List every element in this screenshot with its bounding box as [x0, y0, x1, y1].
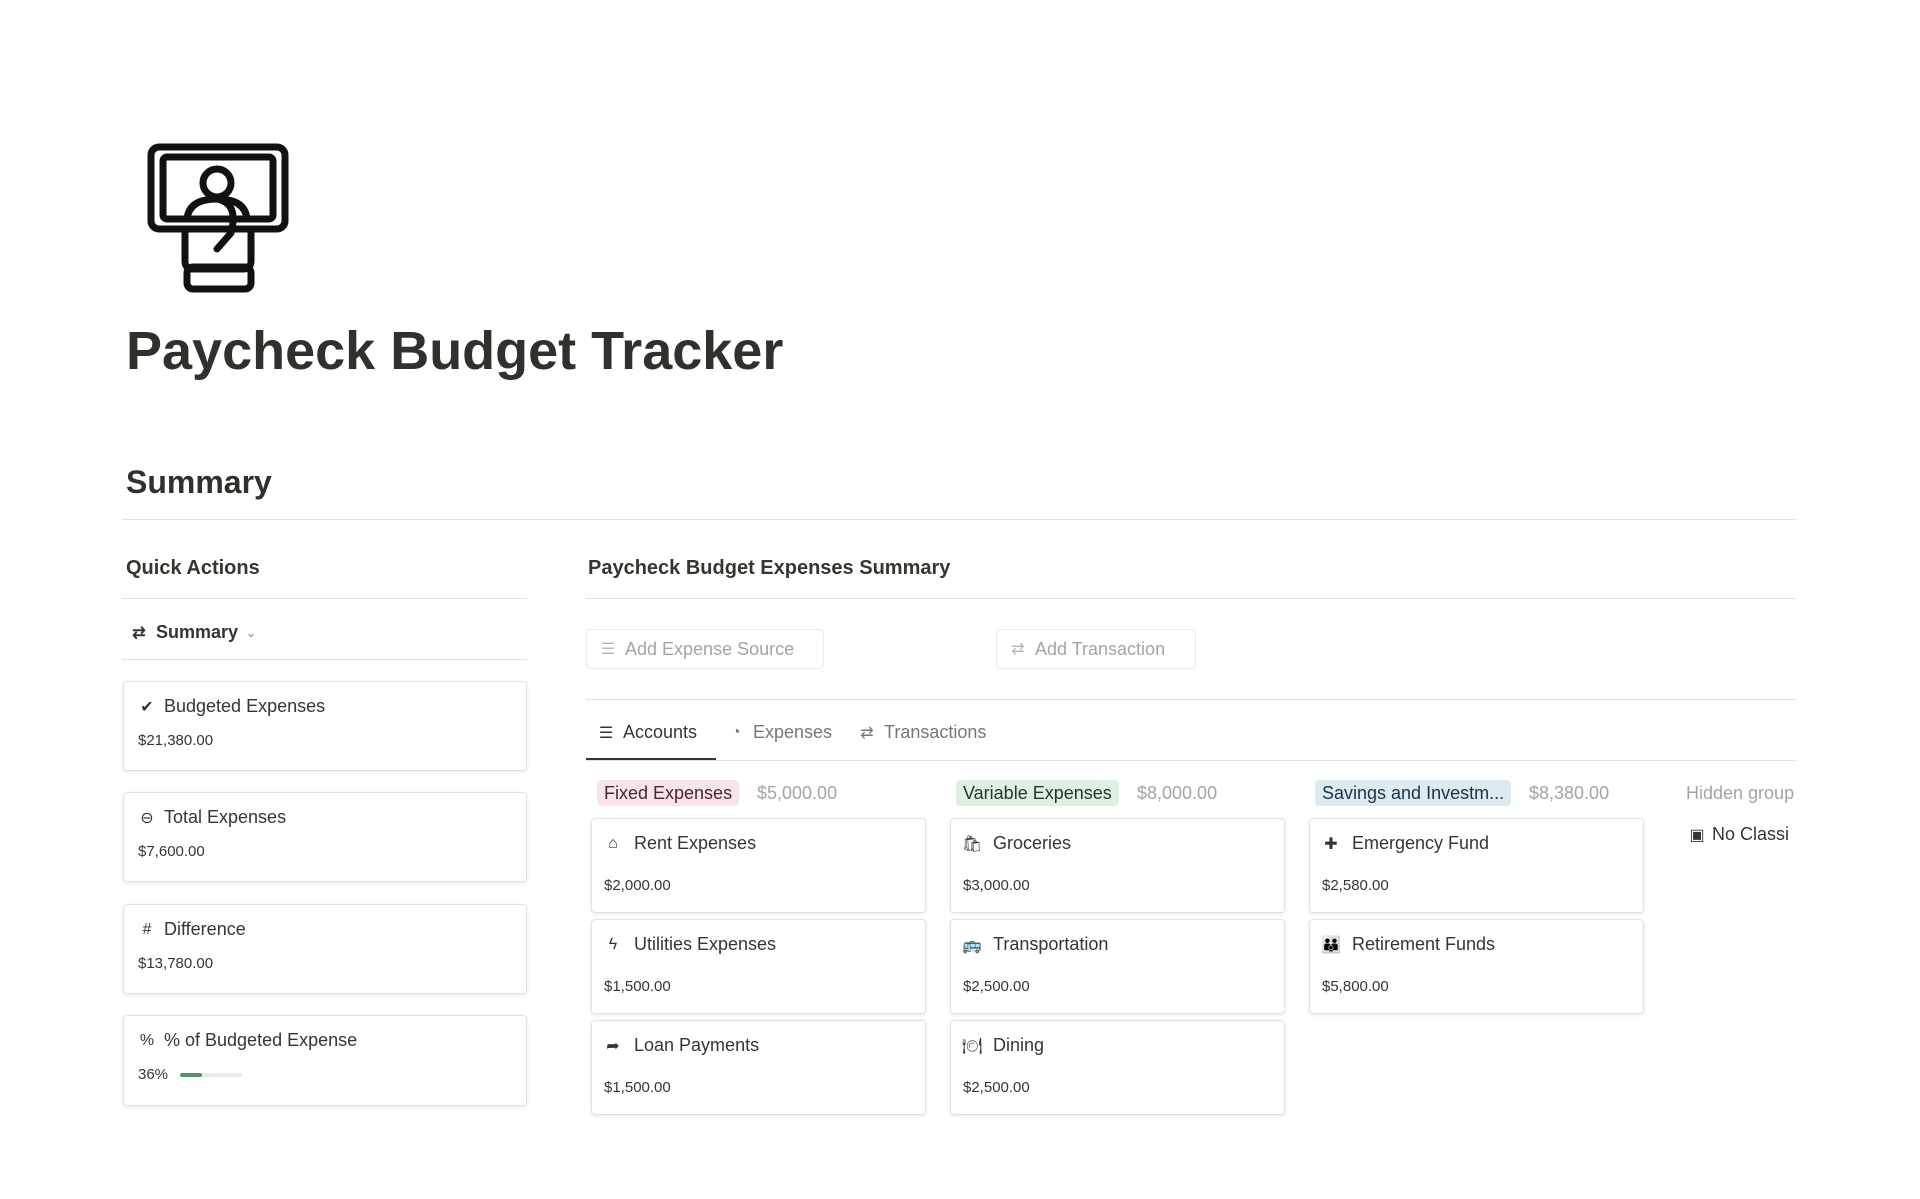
tab-label: Expenses: [753, 722, 833, 742]
database-icon: ☰: [598, 724, 614, 742]
add-transaction-button[interactable]: ⇄ Add Transaction: [996, 629, 1196, 669]
account-amount: $5,800.00: [1322, 978, 1389, 995]
account-card[interactable]: 🍽 Dining $2,500.00: [950, 1020, 1285, 1115]
arrows-exchange-icon: ⇄: [1011, 641, 1025, 658]
percent-budgeted-card[interactable]: % % of Budgeted Expense 36%: [123, 1015, 527, 1106]
dining-icon: 🍽: [961, 1037, 983, 1055]
tab-expenses[interactable]: ◔ Expenses: [727, 722, 832, 743]
difference-card[interactable]: # Difference $13,780.00: [123, 904, 527, 994]
hidden-groups-label: Hidden group: [1686, 783, 1795, 803]
summary-heading: Summary: [126, 464, 272, 500]
page-icon: [147, 143, 289, 293]
card-value: $7,600.00: [138, 843, 205, 860]
divider: [122, 659, 527, 660]
progress-bar: [180, 1072, 243, 1077]
account-amount: $2,500.00: [963, 978, 1030, 995]
account-card[interactable]: ✚ Emergency Fund $2,580.00: [1309, 818, 1644, 913]
account-amount: $1,500.00: [604, 978, 671, 995]
account-name: Emergency Fund: [1352, 833, 1490, 853]
card-label: Budgeted Expenses: [164, 696, 326, 716]
view-label: Summary: [156, 622, 239, 642]
account-amount: $1,500.00: [604, 1079, 671, 1096]
card-value: 36%: [138, 1066, 169, 1083]
total-expenses-card[interactable]: ⊖ Total Expenses $7,600.00: [123, 792, 527, 882]
group-tag[interactable]: Fixed Expenses: [597, 780, 740, 806]
button-label: Add Expense Source: [625, 638, 795, 659]
account-amount: $3,000.00: [963, 877, 1030, 894]
group-tag[interactable]: Savings and Investm...: [1315, 780, 1512, 806]
divider: [122, 598, 527, 599]
chevron-down-icon: ⌄: [246, 625, 257, 640]
percent-circle-icon: %: [139, 1031, 155, 1049]
active-tab-underline: [586, 758, 716, 760]
account-card[interactable]: ➦ Loan Payments $1,500.00: [591, 1020, 926, 1115]
card-label: Difference: [164, 919, 246, 939]
card-value: $21,380.00: [138, 732, 214, 749]
arrows-exchange-icon: ⇄: [132, 624, 146, 642]
bolt-icon: ϟ: [608, 935, 618, 953]
divider: [122, 519, 1796, 520]
home-icon: ⌂: [608, 834, 618, 852]
inbox-icon: ▣: [1689, 826, 1705, 844]
people-icon: 👪: [1321, 936, 1341, 954]
account-name: Groceries: [993, 833, 1072, 853]
add-expense-source-button[interactable]: ☰ Add Expense Source: [586, 629, 824, 669]
button-label: Add Transaction: [1035, 638, 1166, 659]
database-icon: ☰: [600, 641, 616, 658]
plus-icon: ✚: [1324, 835, 1338, 853]
account-name: Rent Expenses: [634, 833, 757, 853]
account-amount: $2,000.00: [604, 877, 671, 894]
group-total: $8,000.00: [1137, 783, 1218, 803]
account-name: Retirement Funds: [1352, 934, 1496, 954]
account-card[interactable]: 🛍 Groceries $3,000.00: [950, 818, 1285, 913]
tab-label: Transactions: [884, 722, 987, 742]
view-selector-summary[interactable]: ⇄ Summary ⌄: [130, 622, 256, 643]
minus-circle-icon: ⊖: [140, 809, 154, 827]
account-amount: $2,500.00: [963, 1079, 1030, 1096]
account-card[interactable]: ⌂ Rent Expenses $2,000.00: [591, 818, 926, 913]
share-arrow-icon: ➦: [606, 1037, 620, 1055]
hidden-group-item: No Classi: [1712, 824, 1790, 844]
quick-actions-title: Quick Actions: [126, 557, 260, 579]
progress-fill: [180, 1072, 203, 1077]
card-value: $13,780.00: [138, 955, 214, 972]
account-name: Loan Payments: [634, 1035, 760, 1055]
tab-accounts[interactable]: ☰ Accounts: [597, 722, 697, 743]
tab-label: Accounts: [623, 722, 698, 742]
card-label: % of Budgeted Expense: [164, 1030, 358, 1050]
group-total: $8,380.00: [1529, 783, 1610, 803]
account-name: Dining: [993, 1035, 1045, 1055]
group-tag[interactable]: Variable Expenses: [956, 780, 1119, 806]
tab-transactions[interactable]: ⇄ Transactions: [858, 722, 986, 743]
grocery-icon: 🛍: [961, 835, 983, 853]
check-circle-icon: ✔: [140, 698, 154, 716]
account-card[interactable]: 👪 Retirement Funds $5,800.00: [1309, 919, 1644, 1014]
account-name: Transportation: [993, 934, 1109, 954]
divider: [586, 760, 1796, 761]
account-card[interactable]: 🚌 Transportation $2,500.00: [950, 919, 1285, 1014]
budgeted-expenses-card[interactable]: ✔ Budgeted Expenses $21,380.00: [123, 681, 527, 771]
divider: [586, 699, 1796, 700]
account-amount: $2,580.00: [1322, 877, 1389, 894]
hidden-group-no-classification[interactable]: ▣ No Classi: [1688, 824, 1796, 845]
bus-icon: 🚌: [962, 936, 982, 954]
account-card[interactable]: ϟ Utilities Expenses $1,500.00: [591, 919, 926, 1014]
expenses-summary-title: Paycheck Budget Expenses Summary: [588, 557, 951, 579]
arrows-exchange-icon: ⇄: [860, 724, 874, 742]
group-total: $5,000.00: [757, 783, 838, 803]
card-label: Total Expenses: [164, 807, 287, 827]
page-title: Paycheck Budget Tracker: [126, 321, 784, 381]
account-name: Utilities Expenses: [634, 934, 777, 954]
divider: [586, 598, 1796, 599]
hash-icon: #: [142, 920, 152, 938]
pie-chart-icon: ◔: [731, 723, 741, 741]
